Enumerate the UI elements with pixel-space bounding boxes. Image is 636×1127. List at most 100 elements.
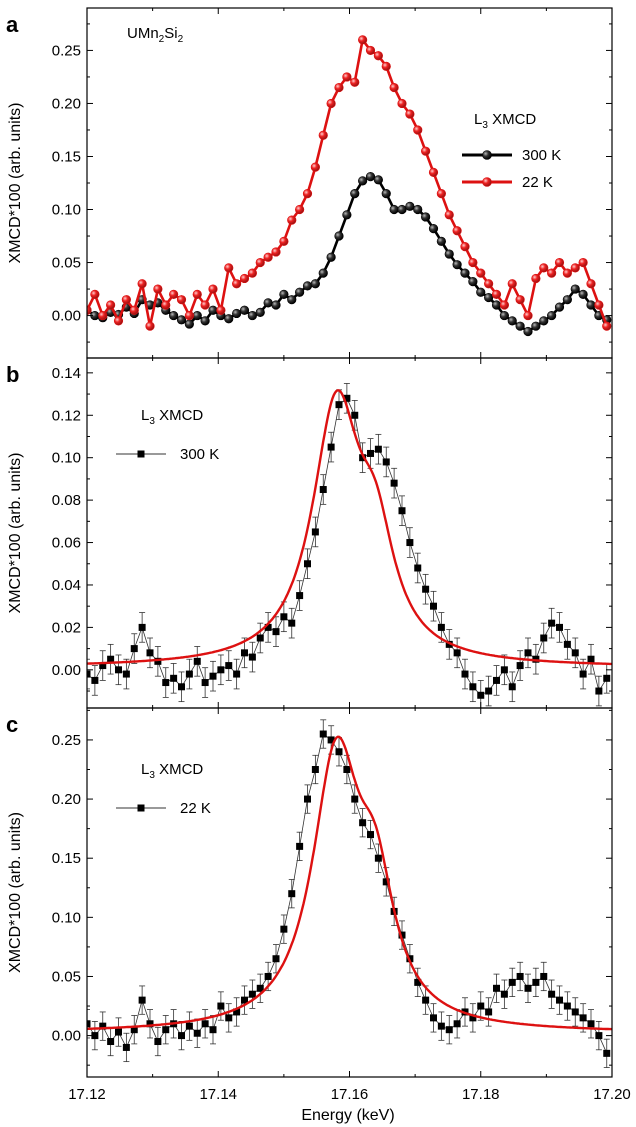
data-point bbox=[146, 649, 154, 657]
y-tick-label: 0.10 bbox=[52, 909, 81, 926]
data-point bbox=[595, 1032, 603, 1040]
data-point bbox=[578, 289, 588, 299]
data-point bbox=[493, 984, 500, 992]
data-point bbox=[241, 649, 248, 657]
data-point bbox=[107, 655, 115, 663]
y-tick-label: 0.08 bbox=[52, 492, 81, 509]
data-point bbox=[382, 878, 390, 886]
legend-marker bbox=[137, 804, 145, 812]
data-point bbox=[255, 307, 265, 317]
data-point bbox=[485, 1008, 493, 1016]
data-point bbox=[453, 1020, 461, 1028]
fit-curve bbox=[87, 735, 612, 1031]
data-point bbox=[91, 1032, 99, 1040]
y-tick-label: 0.10 bbox=[52, 202, 81, 219]
data-point bbox=[351, 795, 359, 803]
y-tick-label: 0.14 bbox=[52, 365, 81, 382]
x-tick-label: 17.14 bbox=[199, 1086, 237, 1103]
data-point bbox=[296, 592, 304, 600]
data-point bbox=[382, 458, 390, 466]
data-point bbox=[421, 146, 431, 156]
data-point bbox=[460, 242, 470, 252]
data-point bbox=[515, 321, 525, 331]
data-point bbox=[359, 454, 367, 462]
data-point bbox=[571, 1008, 579, 1016]
x-tick-label: 17.20 bbox=[593, 1086, 631, 1103]
y-tick-label: 0.25 bbox=[52, 732, 81, 749]
data-point bbox=[342, 72, 352, 82]
data-point bbox=[272, 628, 280, 636]
data-point bbox=[547, 268, 557, 278]
data-point bbox=[367, 449, 374, 457]
data-point bbox=[579, 670, 587, 678]
data-point bbox=[161, 300, 171, 310]
data-point bbox=[365, 45, 376, 56]
y-tick-label: 0.05 bbox=[52, 968, 81, 985]
data-point bbox=[491, 300, 502, 310]
data-point bbox=[556, 996, 563, 1004]
data-point bbox=[531, 273, 541, 284]
data-point bbox=[445, 1026, 453, 1034]
data-point bbox=[91, 676, 99, 684]
data-point bbox=[460, 268, 470, 278]
data-point bbox=[365, 172, 376, 182]
data-point bbox=[578, 257, 588, 268]
y-tick-label: 0.00 bbox=[52, 1028, 81, 1045]
data-point bbox=[121, 295, 131, 305]
y-tick-label: 0.25 bbox=[52, 42, 81, 59]
data-point bbox=[216, 305, 226, 315]
data-point bbox=[523, 326, 533, 337]
data-point bbox=[350, 189, 360, 199]
data-point bbox=[499, 310, 509, 321]
data-point bbox=[452, 226, 462, 236]
data-point bbox=[130, 645, 138, 653]
data-point bbox=[516, 972, 524, 980]
data-point bbox=[264, 972, 272, 980]
data-point bbox=[263, 298, 273, 308]
data-point bbox=[469, 1014, 477, 1022]
legend-label: 22 K bbox=[522, 174, 553, 191]
plot-area bbox=[87, 383, 612, 708]
data-point bbox=[508, 978, 516, 986]
data-point bbox=[201, 1020, 209, 1028]
legend-marker bbox=[482, 177, 492, 187]
y-tick-label: 0.15 bbox=[52, 148, 81, 165]
data-point bbox=[178, 683, 185, 691]
data-point bbox=[304, 560, 311, 568]
data-point bbox=[255, 257, 265, 268]
y-tick-label: 0.15 bbox=[52, 850, 81, 867]
data-point bbox=[594, 300, 604, 310]
plot-area bbox=[87, 35, 612, 337]
data-point bbox=[406, 539, 414, 547]
legend-label: 22 K bbox=[180, 800, 211, 817]
y-tick-label: 0.20 bbox=[52, 791, 81, 808]
data-point bbox=[184, 310, 194, 321]
data-point bbox=[476, 268, 486, 278]
data-point bbox=[468, 277, 478, 287]
data-point bbox=[225, 1014, 233, 1022]
data-point bbox=[192, 289, 202, 299]
data-point bbox=[162, 1026, 170, 1034]
data-point bbox=[280, 925, 288, 933]
panel-c: c XMCD*100 (arb. units) 0.00 0.05 0.10 0.15 0.… bbox=[6, 707, 613, 1078]
data-point bbox=[570, 263, 580, 273]
data-point bbox=[358, 35, 368, 45]
data-point bbox=[287, 215, 297, 225]
data-point bbox=[98, 310, 108, 321]
data-point bbox=[310, 162, 320, 172]
data-point bbox=[138, 623, 146, 631]
data-point bbox=[209, 1026, 217, 1034]
data-point bbox=[327, 443, 335, 451]
data-point bbox=[540, 972, 548, 980]
data-point bbox=[437, 623, 445, 631]
data-point bbox=[176, 295, 187, 305]
data-point bbox=[334, 231, 344, 241]
data-point bbox=[374, 854, 382, 862]
x-tick-label: 17.16 bbox=[331, 1086, 369, 1103]
data-point bbox=[587, 1020, 595, 1028]
data-point bbox=[586, 300, 596, 310]
data-point bbox=[428, 167, 439, 177]
data-point bbox=[563, 1002, 571, 1010]
data-point bbox=[271, 247, 281, 257]
data-point bbox=[264, 623, 272, 631]
